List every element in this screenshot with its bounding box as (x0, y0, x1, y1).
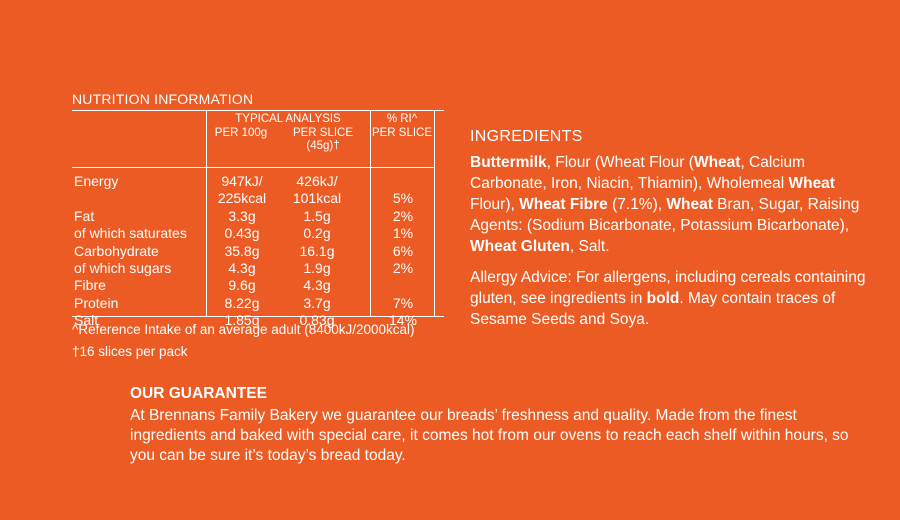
nutrition-panel: NUTRITION INFORMATION TYPICAL ANALYSIS P… (72, 91, 444, 361)
allergen-text: Buttermilk (470, 154, 547, 171)
header-per-slice: PER SLICE (45g)† (292, 127, 354, 152)
ingredient-text: , Flour (Wheat Flour ( (546, 154, 694, 171)
value-per-100g: 947kJ/ (221, 173, 263, 189)
nutrient-name: of which sugars (74, 259, 172, 276)
table-row: Carbohydrate 35.8g 16.1g 6% (72, 243, 444, 260)
table-divider (206, 111, 207, 316)
nutrient-name: Salt (74, 312, 99, 329)
value-per-slice: 0.83g (299, 312, 335, 329)
ingredient-text: (7.1%), (607, 196, 667, 213)
nutrition-rows: Energy 947kJ/426kJ/225kcal 101kcal 5% Fat 3.3… (72, 173, 444, 330)
header-per-100g: PER 100g (214, 127, 268, 139)
value-per-slice: 0.2g (303, 225, 331, 242)
nutrition-title: NUTRITION INFORMATION (72, 91, 254, 107)
footnote-slices: †16 slices per pack (72, 344, 188, 359)
ingredient-text: , Salt. (569, 238, 610, 255)
value-per-100g: 35.8g (224, 242, 260, 259)
table-divider (370, 111, 371, 316)
value-per-100g: 1.85g (224, 312, 260, 329)
value-per-100g: 9.6g (228, 277, 256, 294)
table-row: of which sugars 4.3g 1.9g 2% (72, 260, 444, 277)
table-row: Fat 3.3g 1.5g 2% (72, 208, 444, 225)
footnote-ri: ^Reference Intake of an average adult (8… (72, 322, 415, 337)
allergen-text: Wheat (693, 154, 741, 171)
value-ri: 2% (392, 259, 414, 276)
table-row: of which saturates 0.43g 0.2g 1% (72, 225, 444, 242)
table-row: 225kcal 101kcal 5% (72, 190, 444, 207)
value-per-slice: 426kJ/ (296, 173, 338, 189)
value-per-100g: 8.22g (224, 294, 260, 311)
ingredients-panel: INGREDIENTS Buttermilk, Flour (Wheat Flo… (470, 126, 880, 330)
ingredient-text: , Calcium Carbonate, Iron, Niacin, Thiam… (470, 154, 806, 192)
value-ri: 6% (392, 242, 414, 259)
ingredients-text: Buttermilk, Flour (Wheat Flour (Wheat, C… (470, 152, 880, 257)
value-per-100g: 225kcal (217, 190, 267, 207)
nutrient-name: of which saturates (74, 225, 187, 242)
ingredient-text: . May contain traces of Sesame Seeds and… (470, 290, 836, 328)
value-per-slice: 16.1g (299, 242, 335, 259)
table-divider (434, 111, 435, 316)
value-per-100g: 0.43g (224, 225, 260, 242)
value-ri: 2% (392, 207, 414, 224)
table-row: Salt 1.85g 0.83g 14% (72, 312, 444, 329)
ingredients-title: INGREDIENTS (470, 128, 583, 145)
value-ri: 1% (392, 225, 414, 242)
value-per-slice: 101kcal (292, 190, 342, 207)
guarantee-text: At Brennans Family Bakery we guarantee o… (130, 407, 849, 464)
table-row: Protein 8.22g 3.7g 7% (72, 295, 444, 312)
allergen-text: Wheat Fibre (519, 196, 608, 213)
allergen-text: Wheat (788, 175, 835, 192)
value-per-slice: 1.9g (303, 259, 331, 276)
ingredient-text: Bran, Sugar, Raising Agents: (Sodium Bic… (470, 196, 860, 234)
allergen-text: bold (646, 290, 680, 307)
value-per-slice: 3.7g (303, 294, 331, 311)
header-typical-analysis: TYPICAL ANALYSIS (235, 113, 341, 125)
nutrient-name: Fat (74, 207, 95, 224)
table-row: Energy 947kJ/426kJ/ (72, 173, 444, 190)
allergen-text: Wheat Gluten (470, 238, 570, 255)
nutrient-name: Carbohydrate (74, 242, 159, 259)
header-ri: % RI^ (386, 113, 418, 125)
value-per-slice: 1.5g (303, 207, 331, 224)
nutrition-table: TYPICAL ANALYSIS PER 100g PER SLICE (45g… (72, 110, 444, 328)
ingredient-text: Flour), (470, 196, 520, 213)
guarantee-title: OUR GUARANTEE (130, 385, 267, 402)
header-divider (72, 167, 434, 168)
nutrient-name: Energy (74, 173, 119, 189)
value-per-100g: 4.3g (228, 259, 256, 276)
ingredient-text: Allergy Advice: For allergens, including… (470, 269, 866, 307)
allergy-advice: Allergy Advice: For allergens, including… (470, 267, 880, 330)
allergen-text: Wheat (666, 196, 713, 213)
value-per-slice: 4.3g (303, 277, 331, 294)
value-ri: 14% (388, 312, 418, 329)
table-row: Fibre 9.6g 4.3g (72, 277, 444, 294)
value-per-100g: 3.3g (228, 207, 256, 224)
value-ri: 7% (392, 294, 414, 311)
value-ri: 5% (392, 190, 414, 207)
header-ri-per-slice: PER SLICE (371, 127, 433, 139)
nutrient-name: Fibre (74, 277, 106, 294)
guarantee-section: OUR GUARANTEE At Brennans Family Bakery … (130, 384, 870, 466)
nutrient-name: Protein (74, 294, 119, 311)
